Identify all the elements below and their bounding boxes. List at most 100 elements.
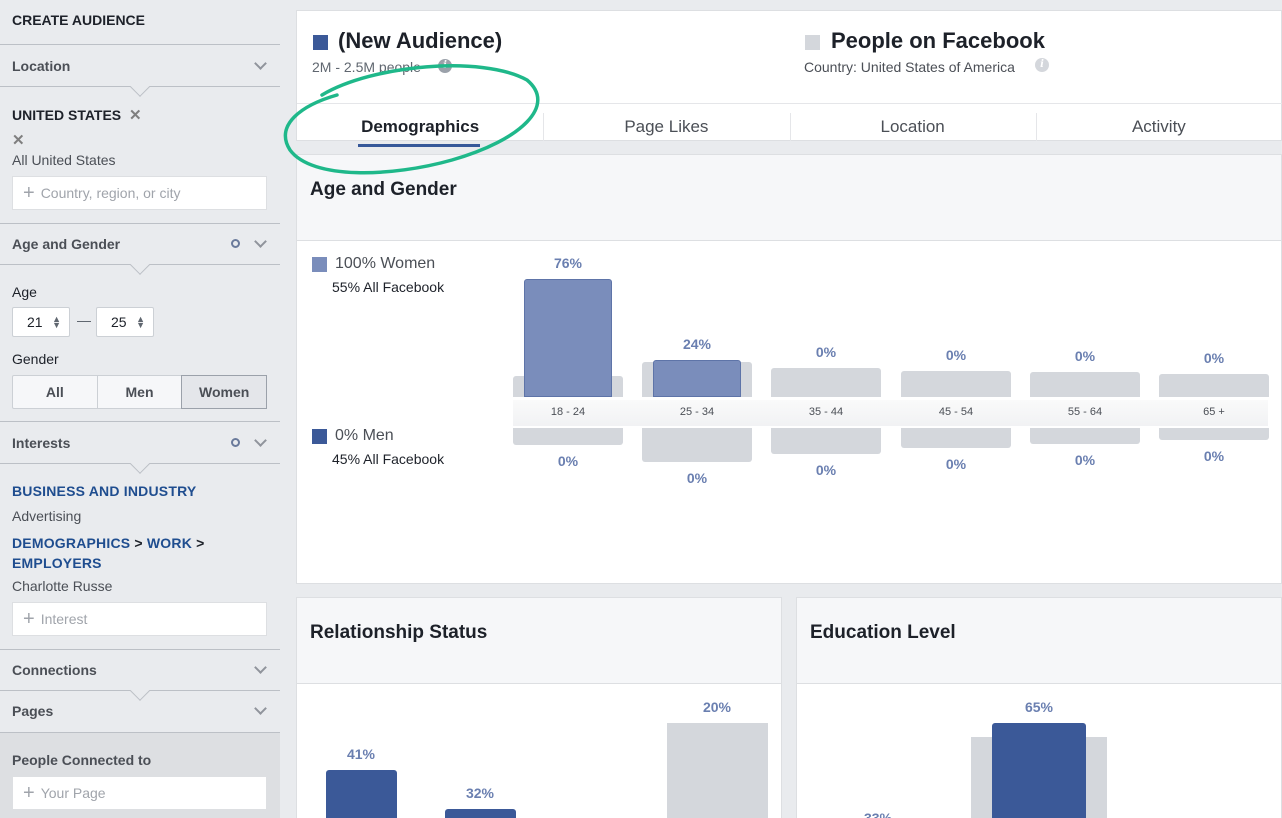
path-employers[interactable]: EMPLOYERS — [12, 555, 102, 571]
settings-icon[interactable] — [231, 239, 240, 248]
chevron-down-icon[interactable] — [254, 57, 267, 70]
location-country: UNITED STATES — [12, 107, 122, 123]
section-notch — [130, 454, 150, 474]
sort-icon: ▲ ▼ — [52, 314, 61, 330]
age-axis-label: 18 - 24 — [550, 406, 586, 418]
men-pct-label: 0% — [1074, 451, 1096, 468]
facebook-men-bar — [513, 428, 623, 446]
bar-label: 20% — [702, 699, 732, 715]
relationship-status-title: Relationship Status — [310, 622, 488, 643]
audience-color-swatch — [313, 35, 328, 50]
tab-bar: Demographics Page Likes Location Activit… — [297, 103, 1282, 150]
facebook-men-bar — [771, 428, 881, 455]
divider — [297, 240, 1281, 241]
sidebar: CREATE AUDIENCE Location UNITED STATES ✕… — [0, 0, 280, 818]
facebook-men-bar — [642, 428, 752, 463]
divider — [0, 649, 280, 650]
gender-women-button[interactable]: Women — [181, 375, 268, 409]
people-connected-label: People Connected to — [12, 752, 152, 768]
remove-country-icon[interactable]: ✕ — [129, 107, 142, 124]
tab-demographics[interactable]: Demographics — [297, 104, 543, 150]
interest-value-advertising: Advertising — [12, 508, 82, 524]
gender-label: Gender — [12, 351, 59, 367]
audience-bar — [326, 770, 397, 818]
tab-activity[interactable]: Activity — [1035, 104, 1282, 150]
facebook-bar — [667, 723, 768, 818]
divider — [0, 421, 280, 422]
settings-icon[interactable] — [231, 438, 240, 447]
women-legend-label: 100% Women — [335, 255, 436, 272]
info-icon[interactable]: i — [1035, 58, 1049, 72]
women-pct-label: 0% — [1203, 349, 1225, 366]
men-pct-label: 0% — [686, 470, 708, 487]
range-dash — [77, 321, 91, 322]
women-pct-label: 0% — [815, 343, 837, 360]
tab-location[interactable]: Location — [789, 104, 1036, 150]
path-work[interactable]: WORK — [146, 535, 192, 551]
audience-size: 2M - 2.5M people — [312, 59, 421, 75]
age-min-select[interactable]: 21 ▲ ▼ — [12, 307, 70, 337]
age-gender-title: Age and Gender — [310, 179, 457, 200]
chevron-down-icon[interactable] — [254, 434, 267, 447]
facebook-women-bar — [1159, 373, 1269, 397]
women-pct-label: 76% — [553, 255, 583, 272]
location-heading[interactable]: Location — [12, 58, 71, 74]
bar-label: 33% — [863, 810, 893, 818]
audience-header-card: (New Audience) 2M - 2.5M people i People… — [296, 10, 1282, 147]
audience-title: (New Audience) — [338, 28, 503, 53]
plus-icon: + — [23, 782, 35, 804]
chevron-down-icon[interactable] — [254, 702, 267, 715]
age-min-value: 21 — [27, 314, 43, 330]
facebook-women-bar — [901, 370, 1011, 397]
sidebar-title: CREATE AUDIENCE — [12, 12, 146, 28]
section-header-bg — [297, 598, 781, 683]
interest-category-business[interactable]: BUSINESS AND INDUSTRY — [12, 483, 197, 499]
age-gender-heading[interactable]: Age and Gender — [12, 236, 121, 252]
age-max-value: 25 — [111, 314, 127, 330]
education-level-title: Education Level — [810, 622, 956, 643]
divider — [0, 223, 280, 224]
plus-icon: + — [23, 608, 35, 630]
facebook-men-bar — [1030, 428, 1140, 444]
interest-input[interactable]: + Interest — [12, 602, 267, 636]
section-notch — [130, 681, 150, 701]
gender-men-button[interactable]: Men — [98, 376, 183, 408]
location-scope: All United States — [12, 152, 116, 168]
page-placeholder: Your Page — [40, 785, 106, 801]
age-label: Age — [12, 284, 37, 300]
women-pct-label: 0% — [945, 346, 967, 363]
audience-women-bar[interactable] — [653, 359, 741, 397]
info-icon[interactable]: i — [438, 59, 452, 73]
chevron-down-icon[interactable] — [254, 661, 267, 674]
sort-icon: ▲ ▼ — [136, 314, 145, 330]
interest-category-path[interactable]: DEMOGRAPHICS > WORK > EMPLOYERS — [12, 533, 252, 573]
women-pct-label: 24% — [682, 335, 712, 352]
connections-heading[interactable]: Connections — [12, 662, 97, 678]
men-baseline: 45% All Facebook — [332, 451, 445, 467]
location-placeholder: Country, region, or city — [40, 185, 181, 201]
facebook-men-bar — [1159, 428, 1269, 441]
path-demographics[interactable]: DEMOGRAPHICS — [12, 535, 131, 551]
interest-value-employer: Charlotte Russe — [12, 578, 113, 594]
gender-all-button[interactable]: All — [13, 376, 98, 408]
page-input[interactable]: + Your Page — [12, 776, 267, 810]
facebook-women-bar — [771, 367, 881, 397]
men-pct-label: 0% — [945, 456, 967, 473]
divider — [0, 44, 280, 45]
age-axis-label: 65 + — [1203, 406, 1225, 418]
men-legend-swatch — [312, 429, 327, 444]
age-max-select[interactable]: 25 ▲ ▼ — [96, 307, 154, 337]
facebook-men-bar — [901, 428, 1011, 449]
facebook-women-bar — [1030, 372, 1140, 397]
path-separator: > — [134, 535, 143, 551]
audience-women-bar[interactable] — [524, 279, 612, 397]
audience-bar — [992, 723, 1086, 818]
pages-heading[interactable]: Pages — [12, 703, 54, 719]
tab-page-likes[interactable]: Page Likes — [543, 104, 789, 150]
chevron-down-icon[interactable] — [254, 235, 267, 248]
age-axis-band — [513, 400, 1268, 426]
remove-location-icon[interactable]: ✕ — [12, 132, 25, 149]
audience-bar — [445, 809, 516, 818]
location-input[interactable]: + Country, region, or city — [12, 176, 267, 210]
interests-heading[interactable]: Interests — [12, 435, 71, 451]
